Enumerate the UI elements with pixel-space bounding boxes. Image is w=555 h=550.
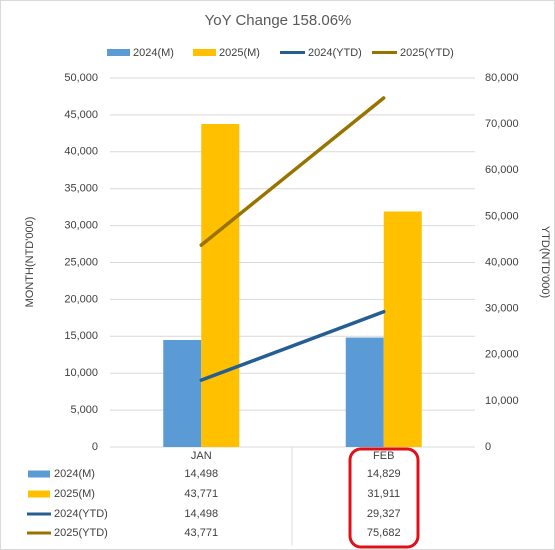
bar [383,211,422,447]
bar [201,123,240,447]
y-tick-label: 0 [92,441,98,453]
y2-tick-label: 30,000 [485,303,519,315]
chart-title: YoY Change 158.06% [205,12,352,29]
table-value: 14,498 [184,508,218,520]
bar [345,337,384,447]
table-value: 29,327 [367,508,401,520]
line-series [199,309,386,382]
y-tick-label: 5,000 [70,404,98,416]
y2-tick-label: 0 [485,441,491,453]
y-tick-label: 30,000 [64,220,98,232]
y2-tick-label: 60,000 [485,164,519,176]
y2-tick-label: 70,000 [485,118,519,130]
table-key [28,490,50,498]
table-value: 14,829 [367,468,401,480]
table-value: 31,911 [367,488,400,500]
line-series [199,96,386,247]
table-series-label: 2025(M) [54,488,95,500]
table-value: 43,771 [184,488,218,500]
table-series-label: 2024(M) [54,468,95,480]
bar [163,340,202,447]
y-tick-label: 35,000 [64,183,98,195]
table-key [28,470,50,478]
table-series-label: 2024(YTD) [54,508,108,520]
y-tick-label: 20,000 [64,293,98,305]
y-tick-label: 25,000 [64,256,98,268]
legend-label: 2025(M) [219,47,260,59]
legend-label: 2025(YTD) [400,47,454,59]
y2-tick-label: 20,000 [485,349,519,361]
y2-tick-label: 40,000 [485,256,519,268]
y2-tick-label: 80,000 [485,72,519,84]
x-tick-label: JAN [191,450,212,462]
y-tick-label: 10,000 [64,367,98,379]
legend-key [193,49,216,56]
highlight-box [348,447,420,549]
y2-axis-title: YTD(NTD'000) [539,226,551,298]
y-axis-title: MONTH(NTD'000) [24,217,36,308]
y-tick-label: 15,000 [64,330,98,342]
legend-key [107,49,130,56]
table-value: 43,771 [184,527,218,539]
table-value: 14,498 [184,468,218,480]
table-value: 75,682 [367,527,401,539]
y-tick-label: 40,000 [64,146,98,158]
y-tick-label: 45,000 [64,109,98,121]
x-tick-label: FEB [373,450,394,462]
legend-label: 2024(YTD) [308,47,362,59]
table-series-label: 2025(YTD) [54,527,108,539]
y-tick-label: 50,000 [64,72,98,84]
y2-tick-label: 10,000 [485,395,519,407]
y2-tick-label: 50,000 [485,210,519,222]
legend-label: 2024(M) [133,47,174,59]
